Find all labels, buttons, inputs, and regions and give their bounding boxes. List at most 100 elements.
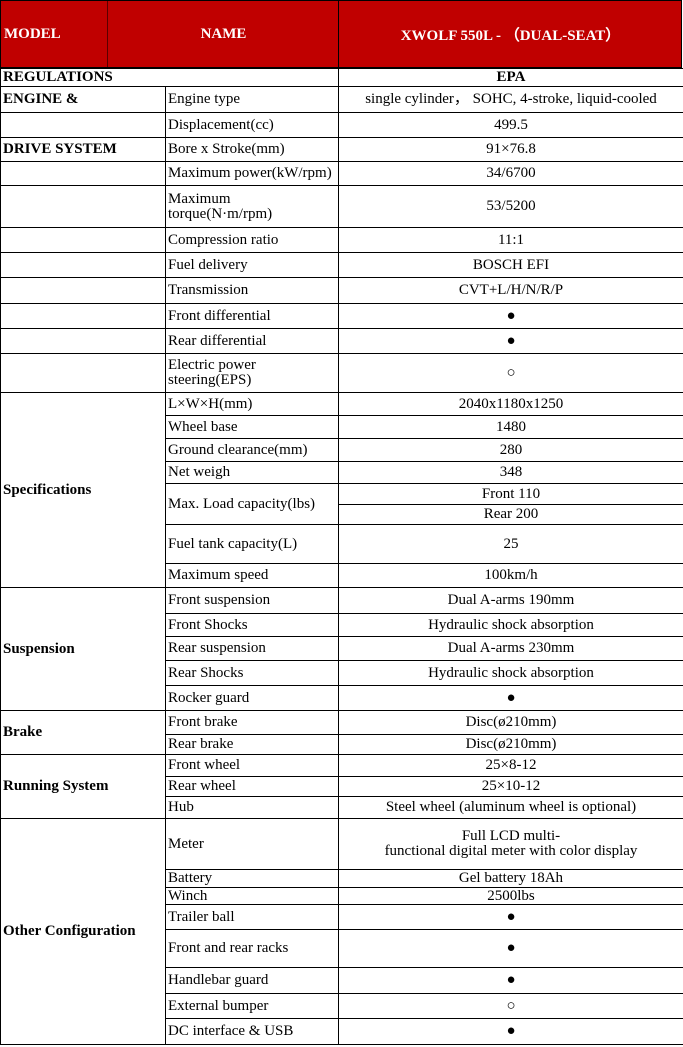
row-group-label xyxy=(0,328,166,354)
spec-label: Handlebar guard xyxy=(165,967,339,994)
table-row: Transmission CVT+L/H/N/R/P xyxy=(0,277,683,304)
spec-value: Full LCD multi- functional digital meter… xyxy=(338,818,683,870)
row-group-label: ENGINE & xyxy=(0,86,166,113)
spec-value: ● xyxy=(338,303,683,329)
spec-value: 91×76.8 xyxy=(338,137,683,162)
spec-label: Bore x Stroke(mm) xyxy=(165,137,339,162)
table-row: DRIVE SYSTEM Bore x Stroke(mm) 91×76.8 xyxy=(0,137,683,162)
spec-value: ● xyxy=(338,1018,683,1045)
divider xyxy=(338,1,339,67)
header-name: NAME xyxy=(200,25,247,42)
table-row: Winch 2500lbs xyxy=(1,887,683,905)
spec-label: Front suspension xyxy=(165,587,339,614)
spec-value: Disc(ø210mm) xyxy=(338,734,683,755)
table-row: Suspension Front suspension Dual A-arms 19… xyxy=(0,587,683,711)
row-group-label xyxy=(0,252,166,278)
table-row: DC interface & USB ● xyxy=(1,1018,683,1045)
spec-label: Front differential xyxy=(165,303,339,329)
table-row: Hub Steel wheel (aluminum wheel is option… xyxy=(1,796,683,819)
table-row: Rocker guard ● xyxy=(1,685,683,711)
table-row: Rear wheel 25×10-12 xyxy=(1,776,683,797)
table-row: Running System Front wheel 25×8-12 xyxy=(0,754,683,819)
spec-label: Rocker guard xyxy=(165,685,339,711)
spec-value: CVT+L/H/N/R/P xyxy=(338,277,683,304)
spec-label: Rear Shocks xyxy=(165,660,339,686)
spec-label: Front Shocks xyxy=(165,613,339,637)
spec-value: ● xyxy=(338,904,683,930)
table-row: Maximum torque(N·m/rpm) 53/5200 xyxy=(0,185,683,228)
spec-value: Hydraulic shock absorption xyxy=(338,613,683,637)
spec-value: single cylinder， SOHC, 4-stroke, liquid-… xyxy=(338,86,683,113)
row-group-label xyxy=(0,227,166,253)
divider xyxy=(107,1,108,67)
spec-value: 2040x1180x1250 xyxy=(338,392,683,416)
table-row: Rear brake Disc(ø210mm) xyxy=(1,734,683,755)
table-row: Maximum power(kW/rpm) 34/6700 xyxy=(0,161,683,186)
spec-label: Maximum torque(N·m/rpm) xyxy=(165,185,339,228)
spec-table: REGULATIONS EPA ENGINE & Engine type single … xyxy=(0,68,683,1045)
spec-value: 100km/h xyxy=(338,563,683,588)
spec-label: Ground clearance(mm) xyxy=(165,438,339,462)
row-group-label xyxy=(0,161,166,186)
spec-value: 280 xyxy=(338,438,683,462)
spec-value: 25×10-12 xyxy=(338,776,683,797)
section-label: Other Configuration xyxy=(0,818,166,1045)
spec-label: Maximum speed xyxy=(165,563,339,588)
spec-label: Engine type xyxy=(165,86,339,113)
spec-value: ● xyxy=(338,328,683,354)
spec-label: Compression ratio xyxy=(165,227,339,253)
spec-value: 348 xyxy=(338,461,683,484)
spec-value: Steel wheel (aluminum wheel is optional) xyxy=(338,796,683,819)
spec-label: Battery xyxy=(165,869,339,888)
spec-value: ● xyxy=(338,929,683,968)
spec-value: Hydraulic shock absorption xyxy=(338,660,683,686)
table-row: Rear suspension Dual A-arms 230mm xyxy=(1,636,683,661)
section-label: Running System xyxy=(0,754,166,819)
regulations-label: REGULATIONS xyxy=(0,68,339,87)
table-row: Specifications L×W×H(mm) 2040x1180x1250 xyxy=(0,392,683,588)
spec-label: L×W×H(mm) xyxy=(165,392,339,416)
spec-label: Electric power steering(EPS) xyxy=(165,353,339,393)
table-row: Wheel base 1480 xyxy=(1,415,683,439)
table-row: Electric power steering(EPS) ○ xyxy=(0,353,683,393)
spec-value: 25 xyxy=(338,524,683,564)
table-row: ENGINE & Engine type single cylinder， SOHC… xyxy=(0,86,683,113)
spec-value: ○ xyxy=(338,993,683,1019)
spec-label: Maximum power(kW/rpm) xyxy=(165,161,339,186)
spec-label: Rear brake xyxy=(165,734,339,755)
spec-value: 34/6700 xyxy=(338,161,683,186)
spec-label: Winch xyxy=(165,887,339,905)
spec-value: 53/5200 xyxy=(338,185,683,228)
table-row: Handlebar guard ● xyxy=(1,967,683,994)
spec-value: Dual A-arms 230mm xyxy=(338,636,683,661)
spec-label: Rear suspension xyxy=(165,636,339,661)
spec-label: Front brake xyxy=(165,710,339,735)
spec-label: Displacement(cc) xyxy=(165,112,339,138)
spec-value: Dual A-arms 190mm xyxy=(338,587,683,614)
row-group-label: DRIVE SYSTEM xyxy=(0,137,166,162)
spec-label: Meter xyxy=(165,818,339,870)
spec-label: Fuel delivery xyxy=(165,252,339,278)
table-row: Rear differential ● xyxy=(0,328,683,354)
section-label: Suspension xyxy=(0,587,166,711)
spec-label: Front and rear racks xyxy=(165,929,339,968)
spec-value: 25×8-12 xyxy=(338,754,683,777)
table-row: Fuel delivery BOSCH EFI xyxy=(0,252,683,278)
section-label: Specifications xyxy=(0,392,166,588)
table-row: Front Shocks Hydraulic shock absorption xyxy=(1,613,683,637)
table-row: Compression ratio 11:1 xyxy=(0,227,683,253)
spec-label: Max. Load capacity(lbs) xyxy=(165,483,339,525)
row-group-label xyxy=(0,353,166,393)
spec-value: ● xyxy=(338,685,683,711)
spec-value: 1480 xyxy=(338,415,683,439)
row-group-label xyxy=(0,112,166,138)
spec-value: Gel battery 18Ah xyxy=(338,869,683,888)
table-header: MODEL NAME XWOLF 550L - （DUAL-SEAT） xyxy=(0,0,682,68)
spec-label: Hub xyxy=(165,796,339,819)
table-row: Displacement(cc) 499.5 xyxy=(0,112,683,138)
spec-label: Front wheel xyxy=(165,754,339,777)
section-label: Brake xyxy=(0,710,166,755)
spec-value: ○ xyxy=(338,353,683,393)
spec-label: Rear wheel xyxy=(165,776,339,797)
spec-value: 499.5 xyxy=(338,112,683,138)
